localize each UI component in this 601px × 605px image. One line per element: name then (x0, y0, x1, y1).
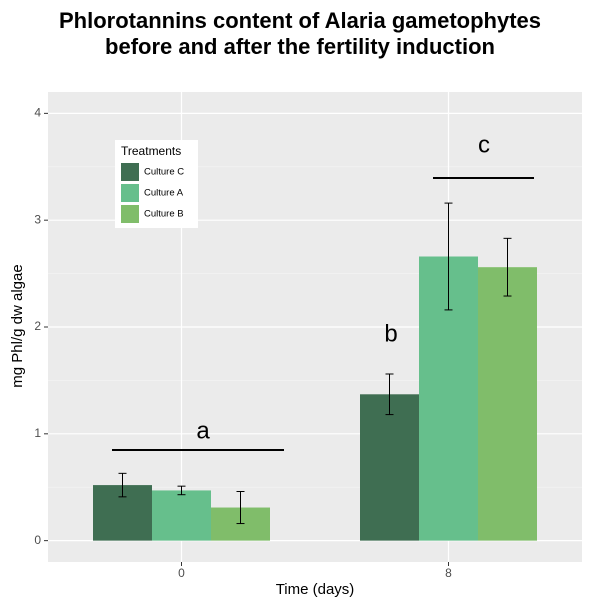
y-tick-label: 0 (34, 533, 41, 547)
chart-title: before and after the fertility induction (105, 34, 495, 59)
error-bar (444, 202, 453, 311)
legend-swatch (121, 205, 139, 223)
error-bar (118, 472, 127, 498)
legend-swatch (121, 163, 139, 181)
error-bar (177, 485, 186, 496)
bar (478, 267, 537, 541)
error-bar (385, 373, 394, 416)
y-tick-label: 4 (34, 106, 41, 120)
legend-label: Culture A (144, 188, 184, 199)
chart-title: Phlorotannins content of Alaria gametoph… (59, 8, 541, 33)
y-tick-label: 3 (34, 212, 41, 226)
x-tick-label: 8 (445, 566, 452, 580)
bar (152, 490, 211, 541)
bar (360, 394, 419, 541)
x-axis-label: Time (days) (276, 581, 355, 598)
x-tick-label: 0 (178, 566, 185, 580)
annotation: a (196, 417, 210, 444)
annotation: c (478, 131, 490, 158)
legend-title: Treatments (121, 144, 181, 158)
error-bar (503, 237, 512, 297)
y-axis-label: mg Phl/g dw algae (9, 264, 26, 387)
legend-label: Culture C (144, 167, 184, 178)
y-tick-label: 1 (34, 426, 41, 440)
legend-label: Culture B (144, 209, 184, 220)
error-bar (236, 491, 245, 525)
legend-swatch (121, 184, 139, 202)
y-tick-label: 2 (34, 319, 41, 333)
annotation: b (384, 320, 397, 347)
